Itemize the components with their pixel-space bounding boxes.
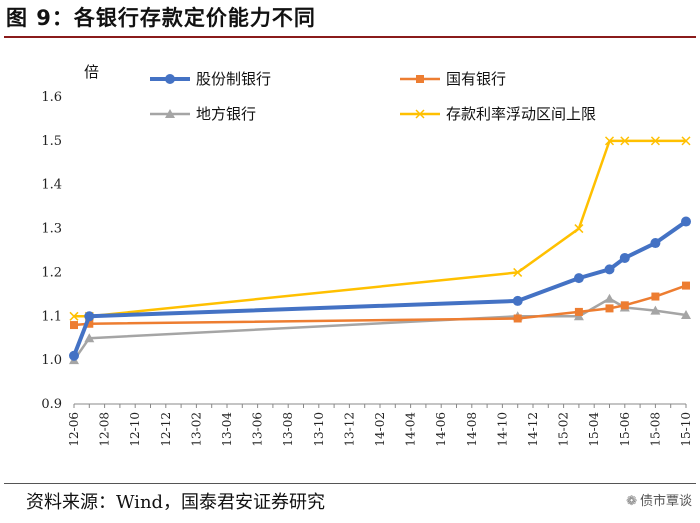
data-point: [604, 136, 615, 146]
x-tick-label: 12-06: [67, 412, 81, 447]
legend-label: 存款利率浮动区间上限: [446, 105, 596, 123]
footer-divider: [4, 483, 696, 484]
data-point: [512, 295, 523, 306]
x-tick-label: 13-04: [220, 412, 234, 447]
title-divider: [4, 36, 696, 38]
series-x: [69, 136, 691, 321]
series-line: [74, 139, 686, 318]
data-point: [513, 314, 522, 323]
data-point: [681, 216, 691, 227]
series-square: [70, 281, 690, 330]
x-tick-label: 12-10: [128, 412, 142, 447]
data-point: [681, 309, 691, 319]
data-point: [682, 281, 690, 290]
data-point: [69, 311, 79, 321]
y-tick-label: 1.0: [41, 353, 62, 368]
y-tick-label: 1.6: [41, 90, 62, 105]
x-axis: 12-06 12-08 12-10 12-12 13-02 13-04 13-06 13-08…: [67, 403, 693, 447]
x-tick-label: 15-04: [587, 412, 601, 447]
watermark: ❁ 债市覃谈: [626, 490, 692, 509]
x-tick-label: 15-08: [648, 412, 662, 447]
data-point: [513, 267, 523, 277]
y-tick-label: 1.5: [41, 134, 62, 149]
x-tick-label: 13-12: [342, 412, 356, 447]
data-point: [651, 292, 660, 301]
data-point: [69, 350, 79, 361]
x-tick-label: 15-06: [618, 412, 632, 447]
data-point: [650, 305, 661, 315]
x-tick-label: 12-12: [159, 412, 173, 447]
y-axis-label: 倍: [84, 63, 99, 81]
figure-title: 图 9：各银行存款定价能力不同: [6, 6, 316, 30]
data-point: [604, 264, 615, 275]
data-point: [650, 136, 660, 146]
x-tick-label: 14-04: [404, 412, 418, 447]
y-axis: 0.9 1.0 1.1 1.2 1.3 1.4 1.5 1.6: [41, 90, 62, 412]
x-tick-label: 14-12: [526, 412, 540, 447]
series-layer: [69, 136, 691, 365]
y-tick-label: 1.3: [41, 222, 62, 237]
series-line: [73, 284, 687, 327]
data-point: [604, 293, 615, 303]
legend-item: 地方银行: [150, 105, 256, 123]
data-point: [84, 311, 95, 322]
x-tick-label: 12-08: [98, 412, 112, 447]
x-tick-label: 13-10: [312, 412, 326, 447]
data-point: [165, 74, 175, 84]
data-point: [416, 75, 424, 83]
data-point: [415, 109, 425, 119]
data-point: [620, 301, 629, 310]
data-point: [619, 252, 630, 263]
x-tick-label: 15-10: [679, 412, 693, 447]
series-line: [72, 297, 687, 361]
x-tick-label: 14-06: [434, 412, 448, 447]
source-note: 资料来源：Wind，国泰君安证券研究: [26, 492, 326, 513]
x-tick-label: 13-08: [281, 412, 295, 447]
data-point: [620, 136, 630, 146]
data-point: [605, 304, 614, 313]
legend-item: 存款利率浮动区间上限: [400, 105, 596, 123]
data-point: [573, 273, 584, 284]
data-point: [85, 319, 94, 328]
data-point: [574, 307, 583, 316]
y-tick-label: 0.9: [41, 397, 62, 412]
data-point: [70, 321, 78, 330]
data-point: [681, 136, 691, 146]
legend-label: 地方银行: [196, 105, 256, 123]
x-tick-label: 14-02: [373, 412, 387, 447]
data-point: [165, 109, 175, 118]
data-point: [650, 238, 661, 249]
y-tick-label: 1.1: [41, 309, 62, 324]
x-tick-label: 15-02: [557, 412, 571, 447]
x-tick-label: 14-10: [495, 412, 509, 447]
wechat-icon: ❁: [626, 494, 637, 509]
watermark-text: 债市覃谈: [639, 494, 692, 509]
legend-item: 国有银行: [400, 70, 506, 88]
x-tick-label: 14-08: [465, 412, 479, 447]
y-tick-label: 1.2: [41, 265, 62, 280]
legend-item: 股份制银行: [150, 70, 271, 88]
x-tick-label: 13-06: [251, 412, 265, 447]
legend-label: 国有银行: [446, 70, 506, 88]
legend-label: 股份制银行: [196, 70, 271, 88]
data-point: [84, 333, 95, 343]
series-circle: [69, 216, 691, 361]
x-tick-label: 13-02: [189, 412, 203, 447]
y-tick-label: 1.4: [41, 178, 62, 193]
data-point: [574, 224, 584, 234]
series-line: [72, 219, 688, 357]
